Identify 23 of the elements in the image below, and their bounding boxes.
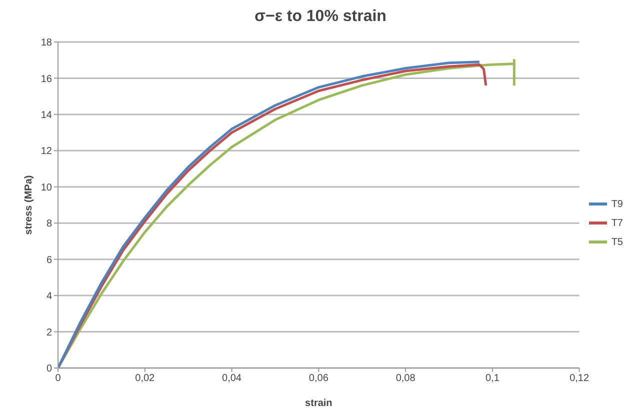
- x-axis-title: strain: [305, 398, 332, 409]
- x-tick-label: 0: [55, 373, 62, 384]
- y-tick-label: 4: [46, 291, 52, 302]
- y-tick-label: 0: [46, 364, 52, 375]
- x-tick-label: 0,02: [135, 373, 156, 384]
- y-tick-label: 18: [40, 38, 52, 49]
- x-tick-label: 0,08: [396, 373, 416, 384]
- y-tick-label: 10: [40, 182, 52, 194]
- y-axis-title: stress (MPa): [24, 175, 35, 235]
- y-tick-label: 6: [46, 254, 52, 266]
- y-tick-label: 16: [40, 74, 52, 85]
- x-tick-label: 0,04: [222, 373, 242, 384]
- legend-label: T7: [611, 218, 623, 228]
- chart-title: σ−ε to 10% strain: [254, 8, 388, 27]
- y-tick-label: 12: [40, 146, 52, 158]
- legend-label: T9: [611, 198, 623, 210]
- y-tick-label: 2: [46, 327, 52, 338]
- legend-label: T5: [611, 236, 623, 248]
- x-tick-label: 0,12: [570, 373, 590, 384]
- y-tick-label: 14: [40, 110, 52, 121]
- x-tick-label: 0,1: [485, 373, 500, 384]
- x-tick-label: 0,06: [308, 373, 329, 384]
- y-tick-label: 8: [46, 218, 52, 230]
